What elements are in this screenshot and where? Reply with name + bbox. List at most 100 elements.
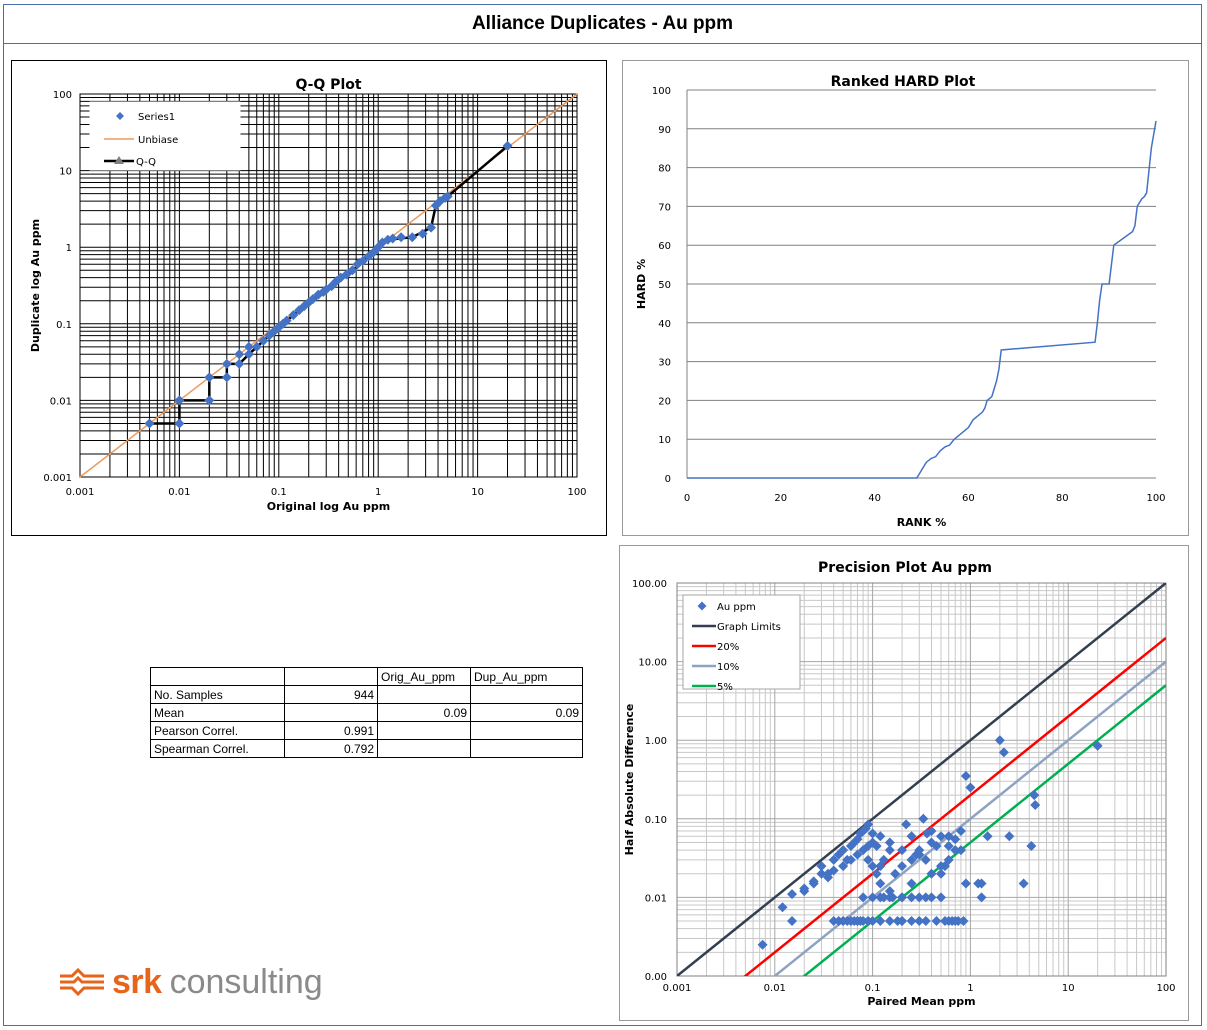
au-ppm-point <box>863 854 874 865</box>
au-ppm-point <box>1030 799 1041 810</box>
series1-point <box>357 256 368 267</box>
legend-label: 5% <box>717 682 733 693</box>
series1-point <box>234 349 245 360</box>
stats-row: No. Samples 944 <box>150 685 583 704</box>
au-ppm-point <box>838 916 849 927</box>
y-tick-label: 0.10 <box>645 815 667 826</box>
stats-header-cell <box>150 667 285 686</box>
logo-text: consulting <box>169 962 323 1001</box>
stats-header-cell: Orig_Au_ppm <box>377 667 471 686</box>
au-ppm-point <box>976 892 987 903</box>
au-ppm-point <box>863 841 874 852</box>
x-tick-label: 0 <box>684 493 690 504</box>
y-tick-label: 0 <box>665 474 671 485</box>
au-ppm-point <box>828 854 839 865</box>
y-tick-label: 60 <box>658 241 671 252</box>
y-axis-label: Half Absolute Difference <box>623 704 636 856</box>
y-tick-label: 10.00 <box>638 658 667 669</box>
stats-cell <box>470 739 583 758</box>
x-tick-label: 20 <box>774 493 787 504</box>
au-ppm-point <box>833 849 844 860</box>
au-ppm-point <box>867 828 878 839</box>
au-ppm-point <box>884 845 895 856</box>
y-tick-label: 1.00 <box>645 736 667 747</box>
series1-point <box>288 310 299 321</box>
stats-cell: 0.09 <box>470 703 583 722</box>
x-tick-label: 1 <box>375 487 381 498</box>
y-tick-label: 10 <box>658 435 671 446</box>
y-tick-label: 10 <box>59 167 72 178</box>
au-ppm-point <box>852 849 863 860</box>
au-ppm-point <box>935 861 946 872</box>
logo-brand: srk <box>112 962 162 1001</box>
au-ppm-point <box>918 813 929 824</box>
stats-header-cell <box>284 667 378 686</box>
y-tick-label: 20 <box>658 396 671 407</box>
reference-line-graph-limits <box>677 583 1166 976</box>
chart-title: Ranked HARD Plot <box>831 74 976 90</box>
stats-cell: 0.09 <box>377 703 471 722</box>
y-tick-label: 0.00 <box>645 972 667 983</box>
au-ppm-point <box>1029 790 1040 801</box>
au-ppm-point <box>875 916 886 927</box>
au-ppm-point <box>926 892 937 903</box>
au-ppm-point <box>960 878 971 889</box>
au-ppm-point <box>998 747 1009 758</box>
reference-line-5pct <box>802 684 1166 976</box>
au-ppm-point <box>875 878 886 889</box>
au-ppm-point <box>935 892 946 903</box>
au-ppm-point <box>816 861 827 872</box>
au-ppm-point <box>920 854 931 865</box>
au-ppm-point <box>901 819 912 830</box>
au-ppm-point <box>1004 831 1015 842</box>
stats-row: Pearson Correl. 0.991 <box>150 721 583 740</box>
au-ppm-point <box>976 878 987 889</box>
au-ppm-point <box>931 916 942 927</box>
au-ppm-point <box>845 916 856 927</box>
au-ppm-point <box>890 868 901 879</box>
au-ppm-point <box>897 916 908 927</box>
x-tick-label: 100 <box>1146 493 1165 504</box>
au-ppm-point <box>935 831 946 842</box>
y-axis-label: HARD % <box>635 259 648 309</box>
stats-cell: 0.991 <box>284 721 378 740</box>
au-ppm-point <box>906 854 917 865</box>
series1-point <box>174 395 185 406</box>
au-ppm-point <box>871 841 882 852</box>
au-ppm-point <box>867 892 878 903</box>
y-tick-label: 80 <box>658 164 671 175</box>
au-ppm-point <box>906 916 917 927</box>
au-ppm-point <box>863 819 874 830</box>
au-ppm-point <box>897 861 908 872</box>
legend-box <box>89 101 241 171</box>
qq-plot-svg: 0.001 0.01 0.1 1 10 100 0.001 0.01 0.1 1 10 100 Q-Q … <box>29 77 587 513</box>
au-ppm-point <box>994 735 1005 746</box>
au-ppm-point <box>1018 878 1029 889</box>
series1-point <box>144 418 155 429</box>
legend-label: Graph Limits <box>717 622 781 633</box>
au-ppm-point <box>849 837 860 848</box>
au-ppm-point <box>914 916 925 927</box>
au-ppm-point <box>955 845 966 856</box>
chart-title: Q-Q Plot <box>295 77 361 93</box>
ranked-hard-plot-svg: 0 20 40 60 80 100 0 10 20 30 40 50 60 70 80 90 100 Ranked… <box>635 74 1166 529</box>
x-axis-label: Original log Au ppm <box>267 500 390 513</box>
x-tick-label: 80 <box>1056 493 1069 504</box>
srk-consulting-logo: srk consulting <box>58 962 323 1002</box>
hard-line <box>687 120 1157 479</box>
series1-point <box>387 233 398 244</box>
au-ppm-point <box>884 837 895 848</box>
series1-point <box>234 358 245 369</box>
legend-unbiase-label: Unbiase <box>138 135 178 146</box>
stats-cell: Spearman Correl. <box>150 739 285 758</box>
x-tick-label: 0.001 <box>663 983 692 994</box>
au-ppm-point <box>897 892 908 903</box>
precision-plot-svg: 0.001 0.01 0.1 1 10 100 0.00 0.01 0.10 1.00 10.00 1… <box>623 560 1176 1008</box>
y-tick-label: 90 <box>658 125 671 136</box>
legend-series1-label: Series1 <box>138 112 175 123</box>
legend-box <box>682 594 801 690</box>
legend-qq-label: Q-Q <box>136 157 156 168</box>
au-ppm-point <box>906 878 917 889</box>
au-ppm-point <box>943 841 954 852</box>
au-ppm-point <box>947 916 958 927</box>
